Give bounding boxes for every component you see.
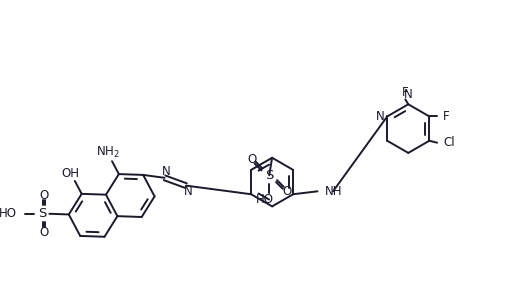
Text: NH$_2$: NH$_2$ <box>95 145 119 160</box>
Text: F: F <box>443 110 450 123</box>
Text: Cl: Cl <box>443 136 455 149</box>
Text: O: O <box>282 185 291 198</box>
Text: F: F <box>402 86 409 99</box>
Text: O: O <box>39 225 48 239</box>
Text: N: N <box>376 110 384 123</box>
Text: OH: OH <box>62 167 80 180</box>
Text: N: N <box>183 185 192 198</box>
Text: NH: NH <box>325 185 343 198</box>
Text: HO: HO <box>256 193 275 206</box>
Text: O: O <box>39 189 48 202</box>
Text: S: S <box>265 169 274 182</box>
Text: N: N <box>404 89 413 101</box>
Text: N: N <box>162 166 171 179</box>
Text: O: O <box>247 153 256 166</box>
Text: S: S <box>38 207 47 220</box>
Text: HO: HO <box>0 207 17 220</box>
